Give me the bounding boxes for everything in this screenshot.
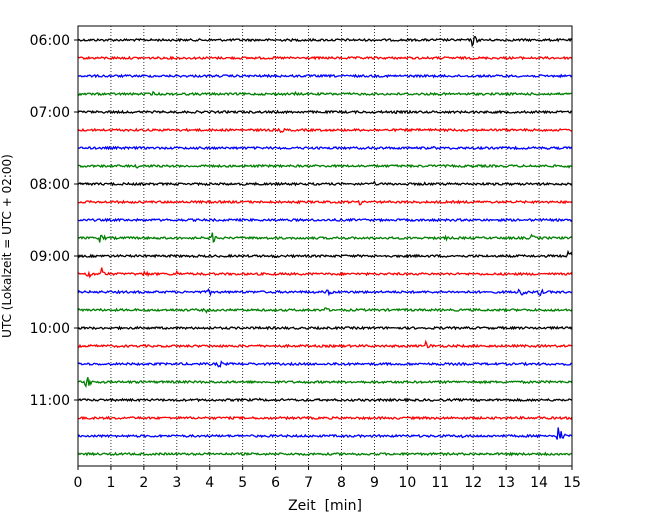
x-tick-label: 11 [431, 475, 449, 491]
trace-line [77, 163, 573, 169]
trace-line [77, 427, 573, 440]
trace-line [77, 145, 573, 151]
trace-line [77, 73, 573, 79]
trace-line [77, 287, 573, 297]
y-tick-label: 06:00 [30, 33, 70, 49]
trace-line [77, 451, 573, 457]
y-tick-label: 08:00 [30, 177, 70, 193]
x-tick-label: 12 [464, 475, 482, 491]
x-tick-label: 13 [497, 475, 515, 491]
x-axis-ticks: 0 1 2 3 4 5 6 7 8 9 10 11 12 13 14 15 [74, 466, 581, 491]
x-axis-label: Zeit [min] [288, 498, 362, 514]
y-tick-label: 09:00 [30, 249, 70, 265]
trace-line [77, 415, 573, 421]
trace-line [77, 55, 573, 61]
trace-line [77, 217, 573, 223]
trace-line [77, 109, 573, 115]
trace-line [77, 377, 573, 389]
x-tick-label: 7 [304, 475, 313, 491]
x-tick-label: 14 [530, 475, 548, 491]
trace-line [77, 325, 573, 331]
trace-line [77, 35, 573, 48]
x-tick-label: 5 [238, 475, 247, 491]
x-tick-label: 3 [172, 475, 181, 491]
trace-line [77, 249, 573, 259]
y-tick-label: 10:00 [30, 321, 70, 337]
trace-line [77, 360, 573, 368]
y-tick-label: 11:00 [30, 393, 70, 409]
trace-line [77, 339, 573, 349]
x-tick-label: 4 [205, 475, 214, 491]
x-tick-label: 9 [370, 475, 379, 491]
y-axis-ticks: 06:00 07:00 08:00 09:00 10:00 11:00 [30, 33, 78, 409]
trace-line [77, 199, 573, 206]
trace-line [77, 90, 573, 97]
trace-line [77, 180, 573, 187]
trace-line [77, 232, 573, 244]
trace-line [77, 307, 573, 314]
x-tick-label: 10 [398, 475, 416, 491]
x-tick-label: 6 [271, 475, 280, 491]
plot-frame [77, 25, 573, 467]
x-tick-label: 0 [74, 475, 83, 491]
x-tick-label: 1 [106, 475, 115, 491]
y-tick-label: 07:00 [30, 105, 70, 121]
x-tick-label: 2 [139, 475, 148, 491]
seismic-traces [77, 35, 573, 457]
trace-line [77, 127, 573, 134]
trace-line [77, 397, 573, 403]
y-axis-label: UTC (Lokalzeit = UTC + 02:00) [0, 154, 14, 338]
trace-line [77, 267, 573, 279]
x-tick-label: 8 [337, 475, 346, 491]
grid-lines [110, 26, 540, 466]
x-tick-label: 15 [563, 475, 581, 491]
